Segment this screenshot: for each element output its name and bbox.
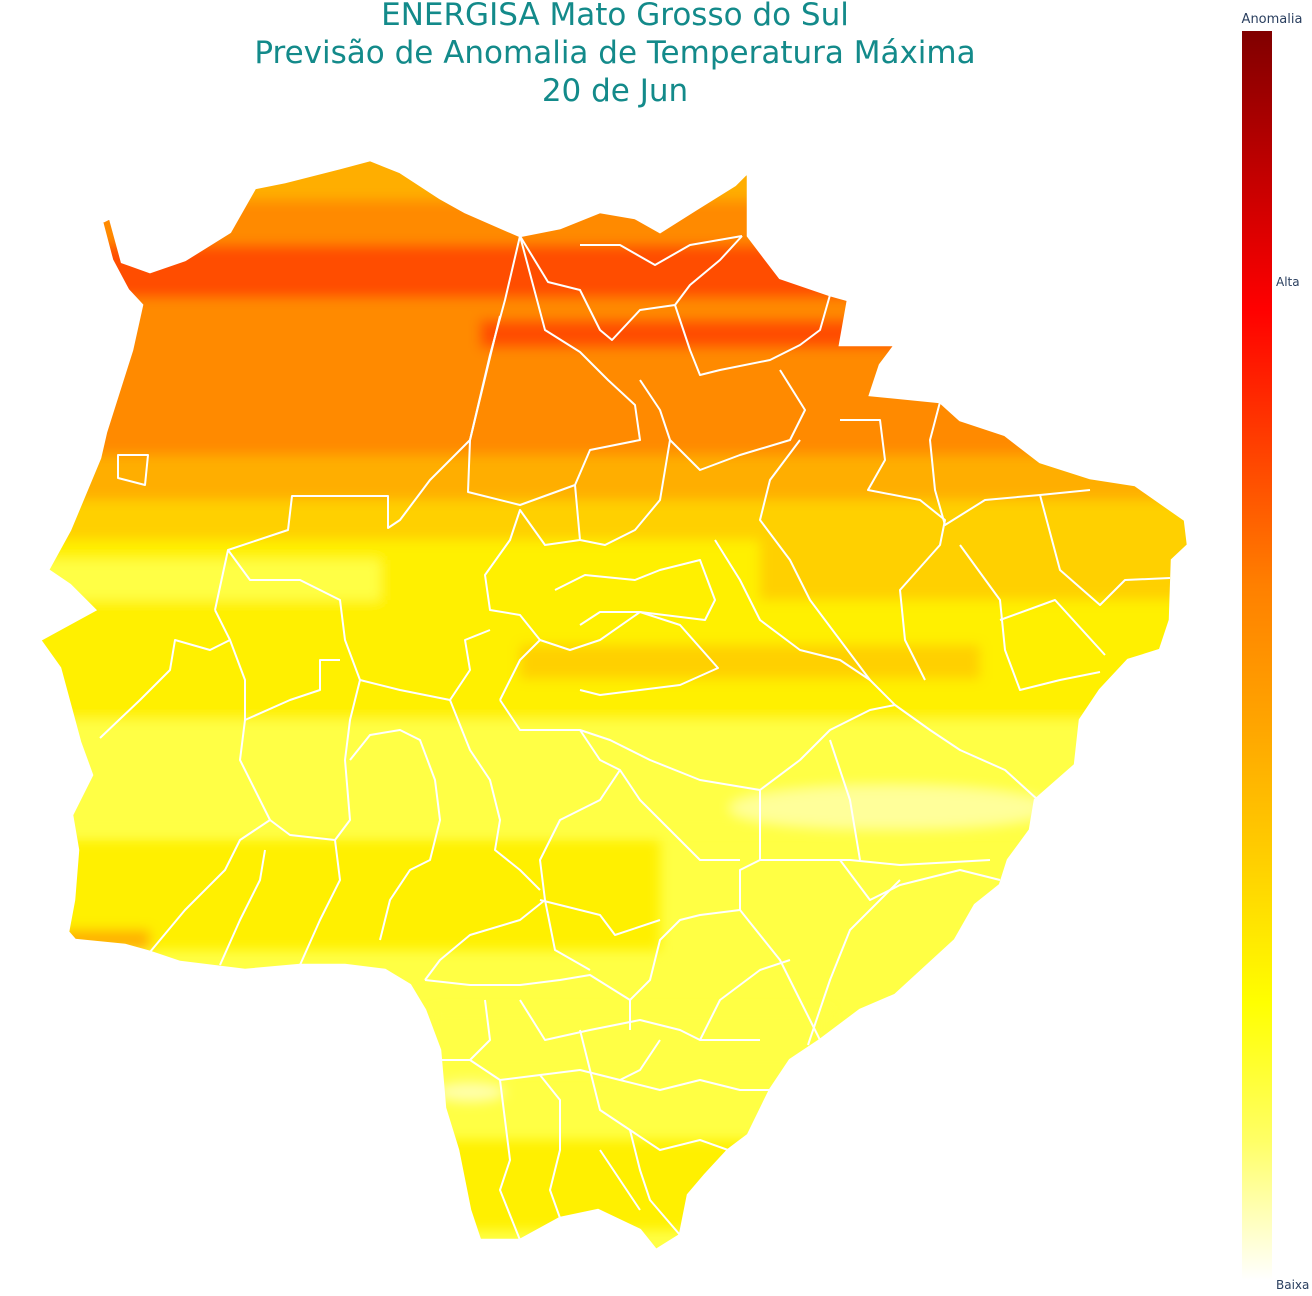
band-yellow-sw xyxy=(60,840,660,950)
band-amber xyxy=(40,455,1188,505)
colorbar-gradient xyxy=(1242,31,1272,1280)
map-title-line1: ENERGISA Mato Grosso do Sul xyxy=(381,0,849,33)
municipality-border xyxy=(349,729,441,941)
colorbar-tick-high: Alta xyxy=(1276,275,1300,289)
anomaly-field xyxy=(40,160,1188,1250)
colorbar-tick-low: Baixa xyxy=(1276,1278,1310,1292)
municipality-border xyxy=(579,439,671,546)
municipality-border xyxy=(959,544,1101,691)
municipality-border xyxy=(539,899,661,936)
municipality-border xyxy=(449,699,541,891)
municipality-border xyxy=(580,235,743,266)
municipality-border xyxy=(214,315,501,611)
municipality-border xyxy=(149,609,271,953)
band-palest-south xyxy=(435,1082,505,1102)
municipality-border xyxy=(599,1149,641,1211)
municipality-border xyxy=(244,659,340,721)
municipality-border xyxy=(519,235,743,341)
municipality-border xyxy=(674,294,831,376)
colorbar-title: Anomalia xyxy=(1241,12,1303,27)
municipality-border xyxy=(760,859,991,866)
municipality-border xyxy=(759,439,1039,801)
band-orange xyxy=(40,200,1188,250)
municipality-border xyxy=(484,484,581,701)
municipality-border xyxy=(699,959,791,1041)
municipality-border xyxy=(499,1079,521,1241)
map-title-line2: Previsão de Anomalia de Temperatura Máxi… xyxy=(254,35,976,71)
municipality-border xyxy=(227,549,361,841)
municipality-borders xyxy=(99,235,1171,1241)
municipality-border xyxy=(440,999,491,1061)
municipality-border xyxy=(424,974,631,1001)
municipality-border xyxy=(539,611,719,696)
band-orange-top xyxy=(40,160,1188,202)
map-title-date: 20 de Jun xyxy=(541,73,689,109)
municipality-border xyxy=(99,639,231,739)
band-red-tongue xyxy=(480,320,900,350)
band-gold-strip xyxy=(520,645,980,679)
municipality-border xyxy=(629,790,761,1030)
municipality-border xyxy=(829,739,861,861)
municipality-border xyxy=(219,849,266,966)
band-palest xyxy=(730,786,1050,830)
municipality-border xyxy=(539,1074,561,1219)
municipality-border xyxy=(1039,494,1171,606)
municipality-border xyxy=(544,899,591,971)
municipality-border xyxy=(117,454,149,486)
municipality-border xyxy=(629,1129,681,1236)
municipality-border xyxy=(299,839,341,966)
municipality-border xyxy=(739,909,821,1041)
municipality-border xyxy=(359,629,491,701)
municipality-border xyxy=(619,1039,661,1081)
municipality-border xyxy=(807,879,901,1046)
municipality-border xyxy=(639,369,806,471)
municipality-border xyxy=(999,599,1106,656)
municipality-border xyxy=(839,859,1001,901)
municipality-border xyxy=(840,419,946,681)
band-yellow-south xyxy=(440,1140,760,1230)
municipality-border xyxy=(714,539,871,681)
municipality-border xyxy=(554,559,716,626)
